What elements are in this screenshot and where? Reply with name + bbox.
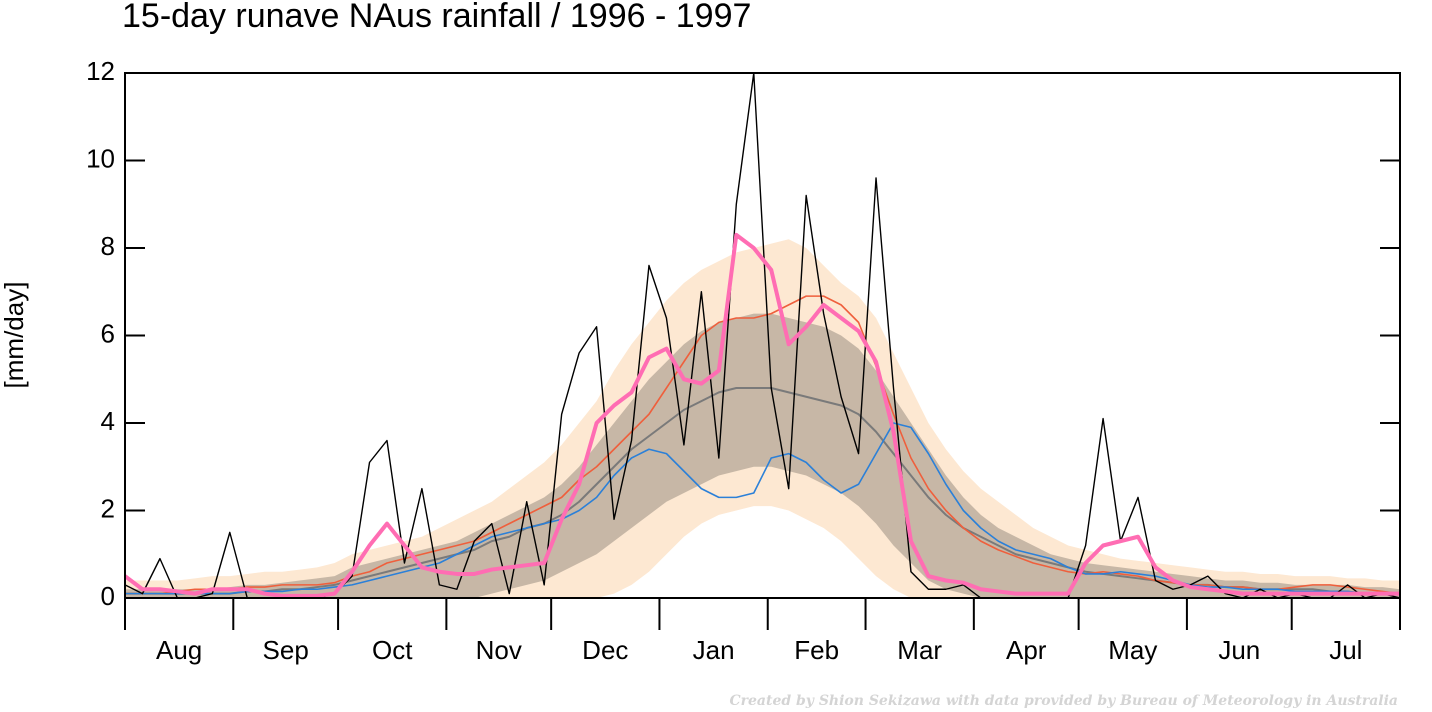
y-tick-label: 10 (86, 143, 115, 173)
x-tick-label: Feb (794, 635, 839, 665)
plot-area (125, 73, 1400, 598)
chart-title: 15-day runave NAus rainfall / 1996 - 199… (122, 0, 751, 35)
x-tick-label: Sep (263, 635, 309, 665)
x-tick-label: Dec (582, 635, 628, 665)
x-tick-label: Oct (372, 635, 413, 665)
x-tick-label: Jul (1329, 635, 1362, 665)
x-tick-label: Nov (476, 635, 522, 665)
x-tick-label: May (1108, 635, 1157, 665)
y-tick-label: 6 (101, 318, 115, 348)
y-tick-label: 0 (101, 581, 115, 611)
y-axis-label: [mm/day] (0, 282, 29, 389)
y-tick-label: 4 (101, 406, 115, 436)
x-tick-label: Mar (897, 635, 942, 665)
x-tick-label: Jan (693, 635, 735, 665)
series-line (125, 232, 1400, 598)
x-tick-label: Apr (1006, 635, 1047, 665)
credit: Created by Shion Sekizawa with data prov… (729, 693, 1398, 709)
x-tick-label: Aug (156, 635, 202, 665)
band (125, 313, 1400, 598)
y-tick-label: 8 (101, 231, 115, 261)
x-tick-label: Jun (1218, 635, 1260, 665)
y-tick-label: 2 (101, 493, 115, 523)
y-tick-label: 12 (86, 56, 115, 86)
